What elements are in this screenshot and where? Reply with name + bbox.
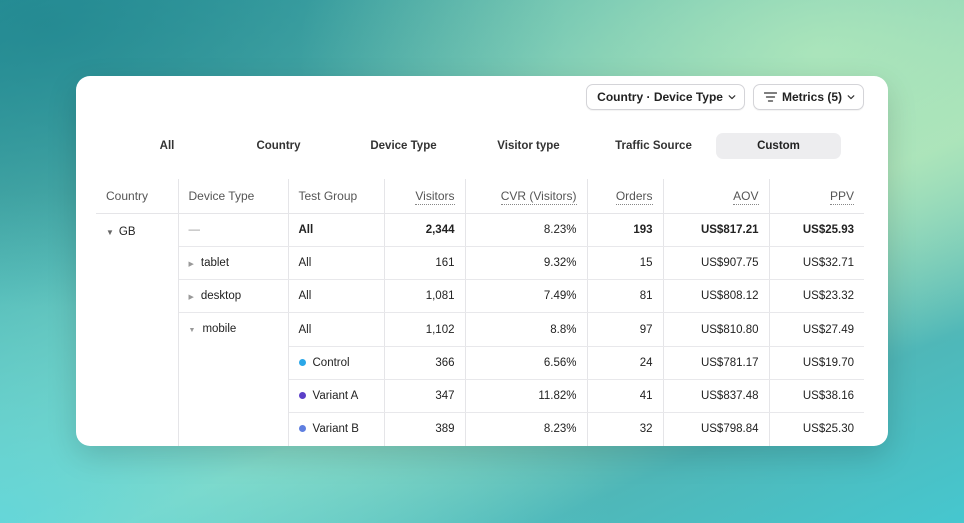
visitors-cell: 1,102 [384,312,466,347]
report-card: Country · Device Type Metrics (5) All Co… [76,76,888,446]
visitors-cell: 389 [384,412,466,446]
metrics-dropdown[interactable]: Metrics (5) [752,84,864,110]
group-cell: All [288,279,385,314]
orders-cell: 81 [587,279,664,314]
aov-cell: US$817.21 [663,213,770,247]
orders-cell: 193 [587,213,664,247]
tab-device-type[interactable]: Device Type [370,140,437,152]
variant-a-dot-icon [298,392,306,400]
header-visitors[interactable]: Visitors [384,179,466,214]
caret-right-icon[interactable]: ▶ [188,294,194,302]
ppv-cell: US$27.49 [769,312,864,347]
chevron-down-icon [728,95,736,100]
cvr-cell: 7.49% [465,279,588,314]
group-by-dropdown[interactable]: Country · Device Type [586,84,745,110]
device-cell[interactable]: ▶ desktop [178,279,289,314]
caret-down-icon[interactable]: ▼ [188,327,196,335]
visitors-cell: 161 [384,246,466,281]
tab-traffic-source[interactable]: Traffic Source [615,140,692,152]
cvr-cell: 6.56% [465,346,588,380]
group-by-label: Country · Device Type [597,90,723,104]
header-country[interactable]: Country [96,179,179,214]
aov-cell: US$781.17 [663,346,770,380]
header-test-group[interactable]: Test Group [288,179,385,214]
table-header-row: Country Device Type Test Group Visitors … [96,179,864,214]
breakdown-tabs: All Country Device Type Visitor type Tra… [118,133,841,159]
metrics-label: Metrics (5) [781,90,842,104]
visitors-cell: 1,081 [384,279,466,314]
group-cell: Control [288,346,385,380]
table-row: ▼ mobile All 1,102 8.8% 97 US$810.80 US$2… [96,312,864,446]
table-row: Variant B 389 8.23% 32 US$798.84 US$25.3… [96,412,864,446]
header-aov[interactable]: AOV [663,179,770,214]
device-cell: — [178,213,289,247]
cvr-cell: 8.23% [465,412,588,446]
cvr-cell: 11.82% [465,379,588,414]
header-device-type[interactable]: Device Type [178,179,289,214]
tab-custom[interactable]: Custom [716,133,841,159]
orders-cell: 41 [587,379,664,414]
caret-down-icon[interactable]: ▼ [106,227,114,237]
header-orders[interactable]: Orders [587,179,664,214]
aov-cell: US$837.48 [663,379,770,414]
table-row: ▼ GB — All 2,344 8.23% 193 US$817.21 US$2… [96,213,864,446]
orders-cell: 32 [587,412,664,446]
ppv-cell: US$19.70 [769,346,864,380]
ppv-cell: US$38.16 [769,379,864,414]
table-row: Control 366 6.56% 24 US$781.17 US$19.70 [96,346,864,380]
orders-cell: 97 [587,312,664,347]
chevron-down-icon [847,95,855,100]
aov-cell: US$810.80 [663,312,770,347]
orders-cell: 15 [587,246,664,281]
visitors-cell: 2,344 [384,213,466,247]
orders-cell: 24 [587,346,664,380]
control-dot-icon [298,358,306,366]
cvr-cell: 9.32% [465,246,588,281]
table-row: Variant A 347 11.82% 41 US$837.48 US$38.… [96,379,864,414]
table-row: ▶ tablet All 161 9.32% 15 US$907.75 US$32… [96,246,864,281]
country-cell[interactable]: ▼ GB [96,213,179,446]
aov-cell: US$907.75 [663,246,770,281]
device-cell[interactable]: ▶ tablet [178,246,289,281]
ppv-cell: US$23.32 [769,279,864,314]
variant-b-dot-icon [298,425,306,433]
tab-visitor-type[interactable]: Visitor type [497,140,560,152]
caret-right-icon[interactable]: ▶ [188,260,194,268]
cvr-cell: 8.8% [465,312,588,347]
group-cell: Variant A [288,379,385,414]
group-cell: Variant B [288,412,385,446]
cvr-cell: 8.23% [465,213,588,247]
toolbar: Country · Device Type Metrics (5) [586,84,864,110]
group-cell: All [288,213,385,247]
results-table: Country Device Type Test Group Visitors … [96,179,864,446]
tab-all[interactable]: All [159,140,175,152]
group-cell: All [288,246,385,281]
tab-country[interactable]: Country [256,140,301,152]
visitors-cell: 366 [384,346,466,380]
header-cvr[interactable]: CVR (Visitors) [465,179,588,214]
ppv-cell: US$25.93 [769,213,864,247]
table-row: ▶ desktop All 1,081 7.49% 81 US$808.12 US… [96,279,864,314]
filter-icon [763,92,777,102]
ppv-cell: US$32.71 [769,246,864,281]
header-ppv[interactable]: PPV [769,179,864,214]
group-cell: All [288,312,385,347]
device-cell[interactable]: ▼ mobile [178,312,289,446]
aov-cell: US$798.84 [663,412,770,446]
aov-cell: US$808.12 [663,279,770,314]
ppv-cell: US$25.30 [769,412,864,446]
visitors-cell: 347 [384,379,466,414]
